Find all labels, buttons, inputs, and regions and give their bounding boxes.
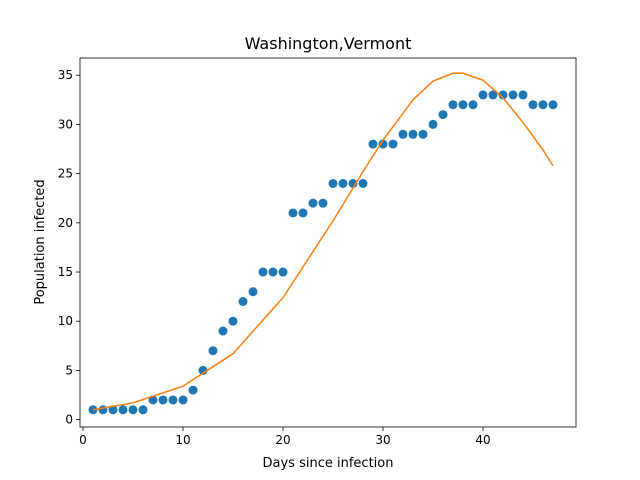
data-point xyxy=(248,287,258,297)
y-tick-label: 35 xyxy=(58,68,73,82)
data-point xyxy=(398,129,408,139)
data-point xyxy=(158,395,168,405)
data-point xyxy=(418,129,428,139)
data-point xyxy=(288,208,298,218)
data-point xyxy=(208,346,218,356)
y-axis-label: Population infected xyxy=(33,179,48,304)
data-point xyxy=(488,90,498,100)
data-point xyxy=(358,178,368,188)
data-point xyxy=(238,297,248,307)
data-point xyxy=(498,90,508,100)
data-point xyxy=(258,267,268,277)
x-axis-label: Days since infection xyxy=(263,456,394,471)
data-point xyxy=(278,267,288,277)
plot-area: 0 10 20 30 40 0 5 10 15 20 25 30 35 xyxy=(58,57,577,447)
data-point xyxy=(138,405,148,415)
data-point xyxy=(538,100,548,110)
data-point xyxy=(218,326,228,336)
y-tick-label: 0 xyxy=(65,413,73,427)
data-point xyxy=(528,100,538,110)
y-tick-label: 20 xyxy=(58,216,73,230)
data-point xyxy=(438,110,448,120)
y-tick-label: 25 xyxy=(58,167,73,181)
data-point xyxy=(448,100,458,110)
data-point xyxy=(408,129,418,139)
data-point xyxy=(228,316,238,326)
data-point xyxy=(178,395,188,405)
data-point xyxy=(548,100,558,110)
data-point xyxy=(478,90,488,100)
data-point xyxy=(388,139,398,149)
data-point xyxy=(268,267,278,277)
y-tick-label: 10 xyxy=(58,314,73,328)
x-tick-label: 10 xyxy=(175,433,190,447)
data-point xyxy=(198,365,208,375)
data-point xyxy=(368,139,378,149)
data-point xyxy=(318,198,328,208)
fit-curve-line xyxy=(92,72,554,411)
data-point xyxy=(338,178,348,188)
chart-title: Washington,Vermont xyxy=(245,34,412,53)
y-tick-label: 30 xyxy=(58,117,73,131)
x-tick-label: 40 xyxy=(475,433,490,447)
data-point xyxy=(308,198,318,208)
data-point xyxy=(188,385,198,395)
data-point xyxy=(108,405,118,415)
data-point xyxy=(468,100,478,110)
data-point xyxy=(508,90,518,100)
y-tick-label: 15 xyxy=(58,265,73,279)
data-point xyxy=(168,395,178,405)
data-point xyxy=(298,208,308,218)
y-tick-label: 5 xyxy=(65,363,73,377)
data-point xyxy=(458,100,468,110)
data-point xyxy=(328,178,338,188)
axes-frame xyxy=(79,57,577,428)
data-point xyxy=(98,405,108,415)
x-tick-label: 30 xyxy=(375,433,390,447)
data-point xyxy=(518,90,528,100)
data-point xyxy=(378,139,388,149)
data-point xyxy=(428,119,438,129)
x-tick-label: 0 xyxy=(79,433,87,447)
data-point xyxy=(128,405,138,415)
data-point xyxy=(118,405,128,415)
x-tick-label: 20 xyxy=(275,433,290,447)
